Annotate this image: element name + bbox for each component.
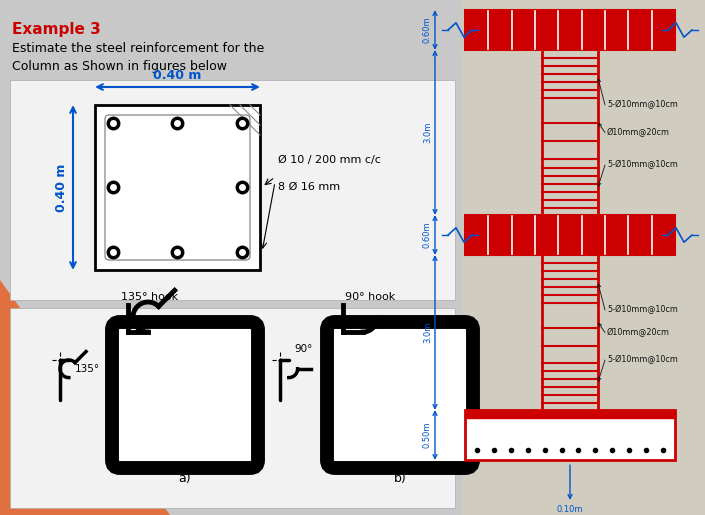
Text: a): a) xyxy=(178,472,191,485)
Text: b): b) xyxy=(393,472,406,485)
Bar xyxy=(465,410,675,418)
Text: Ø 10 / 200 mm c/c: Ø 10 / 200 mm c/c xyxy=(278,155,381,165)
Bar xyxy=(465,410,675,460)
Text: 5-Ø10mm@10cm: 5-Ø10mm@10cm xyxy=(607,161,678,169)
FancyBboxPatch shape xyxy=(327,322,473,468)
Bar xyxy=(10,308,455,508)
Bar xyxy=(465,10,675,50)
Text: Estimate the steel reinforcement for the: Estimate the steel reinforcement for the xyxy=(12,42,264,55)
Text: 0.40 m: 0.40 m xyxy=(55,163,68,212)
Text: Example 3: Example 3 xyxy=(12,22,101,37)
Bar xyxy=(465,215,675,255)
Text: 0.60m: 0.60m xyxy=(423,16,432,43)
Text: 5-Ø10mm@10cm: 5-Ø10mm@10cm xyxy=(607,305,678,315)
Polygon shape xyxy=(0,280,170,515)
Text: 90°: 90° xyxy=(294,344,312,354)
Text: Column as Shown in figures below: Column as Shown in figures below xyxy=(12,60,227,73)
Text: 0.60m: 0.60m xyxy=(423,221,432,248)
Text: 0.10m: 0.10m xyxy=(557,505,583,514)
Text: 135°: 135° xyxy=(75,364,100,374)
Text: 8 Ø 16 mm: 8 Ø 16 mm xyxy=(278,182,340,192)
Bar xyxy=(462,0,705,515)
Bar xyxy=(0,0,460,515)
Text: 90° hook: 90° hook xyxy=(345,292,395,302)
Text: 0.50m: 0.50m xyxy=(423,422,432,448)
Text: Ø10mm@20cm: Ø10mm@20cm xyxy=(607,128,670,137)
Bar xyxy=(95,105,260,270)
Text: 5-Ø10mm@10cm: 5-Ø10mm@10cm xyxy=(607,355,678,365)
FancyBboxPatch shape xyxy=(112,322,258,468)
Text: 135° hook: 135° hook xyxy=(121,292,178,302)
Bar xyxy=(10,80,455,300)
Text: 5-Ø10mm@10cm: 5-Ø10mm@10cm xyxy=(607,100,678,110)
Text: 3.0m: 3.0m xyxy=(423,322,432,343)
Text: Ø10mm@20cm: Ø10mm@20cm xyxy=(607,328,670,337)
Text: 0.40 m: 0.40 m xyxy=(153,69,202,82)
Text: 3.0m: 3.0m xyxy=(423,122,432,143)
